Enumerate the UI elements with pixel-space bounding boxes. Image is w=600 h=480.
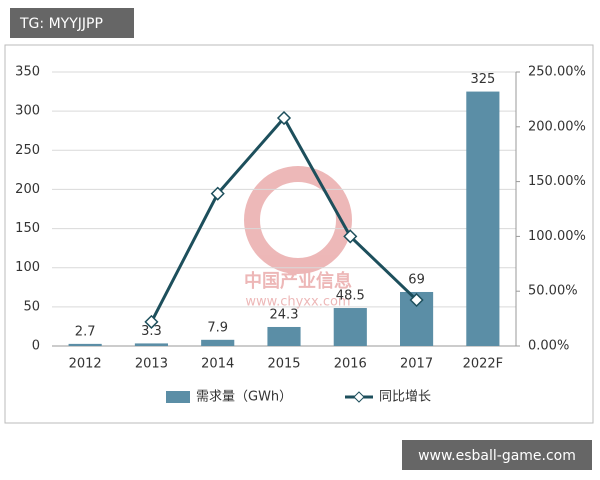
line-marker: [409, 292, 424, 308]
watermark-text: 中国产业信息: [244, 270, 352, 292]
y2-tick-label: 0.00%: [528, 339, 569, 354]
y2-tick-label: 200.00%: [528, 119, 586, 134]
y-tick-label: 100: [15, 260, 40, 275]
bar: [466, 91, 500, 346]
tag-text: TG: MYYJJPP: [19, 16, 103, 32]
x-tick-label: 2022F: [463, 357, 504, 372]
watermark-url: www.chyxx.com: [245, 295, 350, 310]
x-tick-label: 2017: [400, 357, 433, 372]
line-marker: [210, 186, 225, 201]
legend-label: 同比增长: [379, 390, 431, 405]
data-label: 24.3: [270, 307, 299, 322]
data-label: 2.7: [75, 324, 96, 339]
tag-box: [10, 8, 134, 38]
x-tick-label: 2014: [201, 357, 234, 372]
y-tick-label: 200: [15, 182, 40, 197]
bar: [134, 343, 168, 346]
line-marker: [276, 110, 292, 126]
watermark-logo: [244, 166, 352, 274]
x-tick-label: 2012: [69, 357, 102, 372]
x-tick-label: 2013: [135, 357, 168, 372]
bar: [267, 326, 301, 346]
y-tick-label: 250: [15, 143, 40, 158]
y-tick-label: 350: [15, 65, 40, 80]
line-marker: [343, 229, 358, 244]
legend-marker: [353, 391, 365, 403]
bar: [333, 308, 367, 346]
x-tick-label: 2015: [267, 357, 300, 372]
y-tick-label: 300: [15, 104, 40, 119]
y-tick-label: 150: [15, 221, 40, 236]
y-tick-label: 50: [23, 299, 40, 314]
line-marker: [144, 314, 159, 329]
bar: [201, 339, 235, 346]
watermark: 中国产业信息 www.chyxx.com: [244, 166, 352, 310]
legend-label: 需求量（GWh）: [196, 390, 292, 405]
y2-tick-label: 100.00%: [528, 229, 586, 244]
site-text: www.esball-game.com: [418, 448, 576, 464]
y2-tick-label: 50.00%: [528, 284, 578, 299]
legend-swatch: [166, 391, 190, 403]
bar: [68, 343, 102, 346]
y2-tick-label: 250.00%: [528, 65, 586, 80]
site-box: [402, 440, 592, 470]
y2-tick-label: 150.00%: [528, 174, 586, 189]
data-label: 7.9: [207, 320, 228, 335]
data-label: 48.5: [336, 289, 365, 304]
y-tick-label: 0: [32, 339, 40, 354]
data-label: 325: [470, 72, 495, 87]
data-label: 3.3: [141, 324, 162, 339]
x-tick-label: 2016: [334, 357, 367, 372]
data-label: 69: [408, 272, 425, 287]
